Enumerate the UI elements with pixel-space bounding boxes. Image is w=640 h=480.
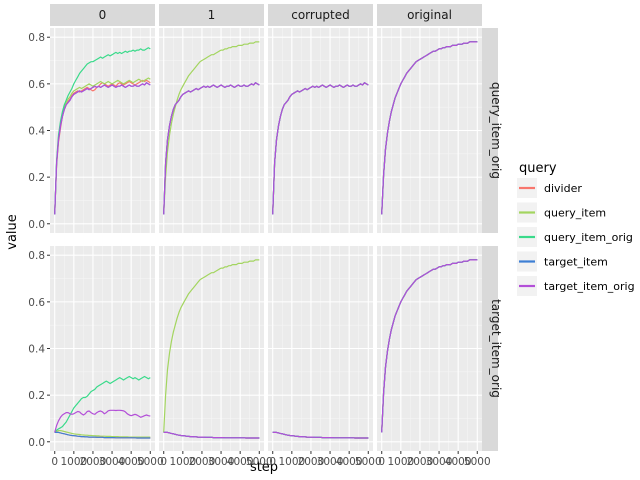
y-tick-label: 0.0	[28, 219, 45, 231]
panel-1-2	[268, 246, 373, 451]
y-tick-label: 0.8	[28, 32, 45, 44]
x-tick-label: 4000	[336, 456, 363, 468]
series-line-query_item	[54, 430, 151, 438]
y-tick-label: 0.6	[28, 297, 45, 309]
x-tick-label: 4000	[118, 456, 145, 468]
series-line-query_item_orig	[54, 47, 151, 215]
row-strip-label-0: query_item_orig	[489, 82, 503, 179]
x-tick-label: 1000	[60, 456, 87, 468]
x-tick-label: 3000	[426, 456, 453, 468]
x-tick-label: 5000	[464, 456, 491, 468]
panel-0-3	[377, 28, 482, 233]
series-line-target_item_orig	[163, 82, 260, 215]
y-tick-label: 0.6	[28, 79, 45, 91]
x-tick-label: 5000	[246, 456, 273, 468]
legend-title: query	[519, 161, 557, 176]
col-strip-1	[159, 4, 264, 26]
x-tick-label: 2000	[189, 456, 216, 468]
series-group-1-1	[163, 259, 260, 439]
series-line-target_item_orig	[272, 82, 369, 215]
x-tick-label: 2000	[80, 456, 107, 468]
series-line-target_item_orig	[272, 431, 369, 439]
series-line-target_item	[54, 431, 151, 439]
series-group-1-2	[272, 431, 369, 439]
series-line-query_item	[163, 41, 260, 215]
series-line-target_item_orig	[54, 409, 151, 433]
col-strip-label-3: original	[407, 8, 452, 22]
x-tick-label: 2000	[407, 456, 434, 468]
x-tick-label: 0	[378, 456, 385, 468]
x-axis-title: step	[250, 460, 278, 475]
facet-panels: 0 1 corrupted original query_item_origtarget…	[28, 4, 503, 468]
y-tick-label: 0.2	[28, 172, 45, 184]
x-tick-label: 1000	[278, 456, 305, 468]
x-tick-label: 1000	[169, 456, 196, 468]
series-line-target_item_orig	[381, 259, 478, 433]
x-tick-label: 3000	[208, 456, 235, 468]
series-group-1-0	[54, 375, 151, 439]
x-tick-label: 4000	[227, 456, 254, 468]
series-line-query_item	[54, 77, 151, 215]
y-axis-title: value	[5, 214, 20, 250]
col-strip-2	[268, 4, 373, 26]
col-strip-0	[50, 4, 155, 26]
col-strip-label-1: 1	[208, 8, 216, 22]
x-tick-label: 5000	[355, 456, 382, 468]
x-tick-label: 3000	[317, 456, 344, 468]
series-line-query_item	[163, 259, 260, 433]
y-tick-label: 0.4	[28, 344, 45, 356]
legend-label-query_item: query_item	[544, 207, 606, 220]
series-group-0-2	[272, 82, 369, 215]
row-strip-label-1: target_item_orig	[489, 299, 503, 398]
series-line-target_item_orig	[381, 41, 478, 215]
x-tick-label: 2000	[298, 456, 325, 468]
panel-1-1	[159, 246, 264, 451]
series-group-0-1	[163, 41, 260, 215]
x-tick-label: 3000	[99, 456, 126, 468]
x-tick-label: 5000	[137, 456, 164, 468]
row-strip-0	[478, 28, 498, 233]
series-line-target_item_orig	[54, 82, 151, 215]
legend: query divider query_item query_item_origta…	[517, 161, 635, 296]
x-tick-label: 0	[51, 456, 58, 468]
series-group-1-3	[381, 259, 478, 433]
panel-0-1	[159, 28, 264, 233]
col-strip-label-2: corrupted	[291, 8, 350, 22]
panel-1-0	[50, 246, 155, 451]
series-group-0-0	[54, 47, 151, 215]
legend-label-target_item: target_item	[544, 256, 608, 269]
legend-label-query_item_orig: query_item_orig	[544, 231, 633, 244]
y-tick-label: 0.0	[28, 437, 45, 449]
col-strip-label-0: 0	[99, 8, 107, 22]
panel-0-0	[50, 28, 155, 233]
legend-label-target_item_orig: target_item_orig	[544, 280, 635, 293]
panel-0-2	[268, 28, 373, 233]
x-tick-label: 1000	[387, 456, 414, 468]
y-tick-label: 0.4	[28, 126, 45, 138]
y-tick-label: 0.8	[28, 250, 45, 262]
series-line-target_item_orig	[163, 431, 260, 439]
series-group-0-3	[381, 41, 478, 215]
x-tick-label: 0	[160, 456, 167, 468]
x-tick-label: 0	[269, 456, 276, 468]
y-tick-label: 0.2	[28, 390, 45, 402]
col-strip-3	[377, 4, 482, 26]
x-tick-label: 4000	[445, 456, 472, 468]
panel-1-3	[377, 246, 482, 451]
legend-label-divider: divider	[544, 182, 582, 195]
row-strip-1	[478, 246, 498, 451]
